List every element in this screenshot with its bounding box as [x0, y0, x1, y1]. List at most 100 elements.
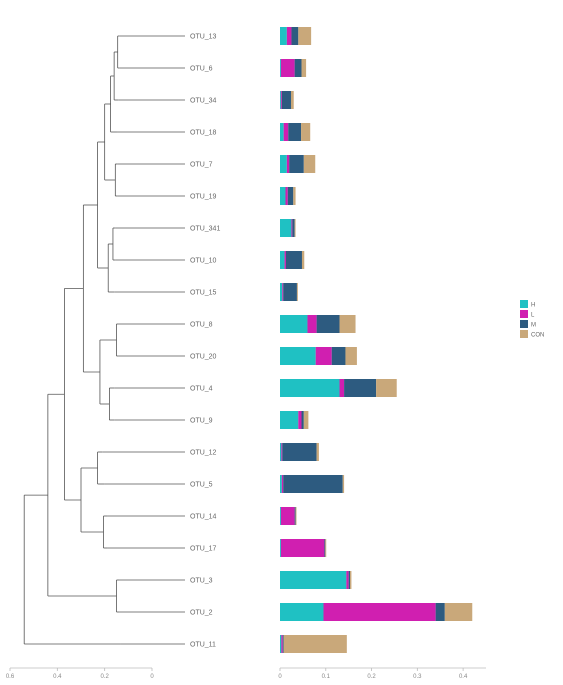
bar-segment-h: [280, 571, 346, 589]
otu-label: OTU_3: [190, 578, 213, 585]
bar-segment-l: [281, 59, 295, 77]
bar-segment-m: [289, 155, 304, 173]
bar-segment-h: [280, 27, 287, 45]
bar-segment-h: [280, 219, 291, 237]
bar-segment-l: [281, 507, 295, 525]
bar-segment-con: [325, 539, 326, 557]
bar-segment-l: [287, 155, 289, 173]
otu-label: OTU_2: [190, 610, 213, 617]
otu-label: OTU_6: [190, 66, 213, 73]
bar-segment-h: [280, 283, 282, 301]
bar-segment-m: [344, 379, 376, 397]
bar-segment-l: [298, 411, 301, 429]
bar-segment-m: [302, 411, 304, 429]
otu-label: OTU_10: [190, 258, 217, 265]
bar-axis-tick-label: 0.3: [413, 674, 422, 680]
legend-swatch: [520, 310, 528, 318]
bar-segment-m: [295, 507, 296, 525]
otu-label: OTU_7: [190, 162, 213, 169]
bar-segment-con: [304, 155, 315, 173]
otu-label: OTU_14: [190, 514, 217, 521]
otu-label: OTU_13: [190, 34, 217, 41]
bar-segment-con: [340, 315, 356, 333]
bar-segment-l: [291, 219, 292, 237]
bar-segment-l: [323, 603, 435, 621]
otu-label: OTU_18: [190, 130, 217, 137]
bar-segment-m: [324, 539, 325, 557]
bar-segment-h: [280, 187, 285, 205]
bar-segment-h: [280, 475, 282, 493]
bar-segment-h: [280, 379, 340, 397]
bar-segment-l: [285, 187, 287, 205]
bar-segment-m: [283, 635, 284, 653]
bar-segment-m: [282, 443, 316, 461]
bar-segment-l: [281, 539, 324, 557]
bar-segment-con: [295, 219, 296, 237]
otu-label: OTU_5: [190, 482, 213, 489]
legend: HLMCON: [520, 300, 544, 339]
otu-label: OTU_12: [190, 450, 217, 457]
bar-segment-m: [288, 187, 293, 205]
bar-axis-tick-label: 0.2: [367, 674, 376, 680]
bar-segment-h: [280, 155, 287, 173]
tree-axis-tick-label: 0: [150, 674, 154, 680]
bar-segment-h: [280, 507, 281, 525]
bar-segment-m: [291, 27, 298, 45]
otu-label: OTU_9: [190, 418, 213, 425]
legend-swatch: [520, 320, 528, 328]
tree-axis-tick-label: 0.2: [100, 674, 109, 680]
bar-segment-con: [284, 635, 347, 653]
otu-label: OTU_341: [190, 226, 220, 233]
bar-segment-l: [285, 251, 286, 269]
otu-label: OTU_11: [190, 642, 216, 649]
bar-segment-con: [293, 187, 295, 205]
bar-segment-h: [280, 251, 285, 269]
legend-label: M: [531, 323, 536, 329]
bar-segment-con: [298, 27, 311, 45]
bar-segment-h: [280, 443, 281, 461]
bar-segment-con: [296, 507, 297, 525]
bar-axis-tick-label: 0.4: [459, 674, 468, 680]
bar-segment-h: [280, 347, 316, 365]
bar-segment-con: [317, 443, 319, 461]
bar-segment-con: [376, 379, 397, 397]
bar-segment-con: [350, 571, 351, 589]
bar-segment-h: [280, 315, 307, 333]
bar-segment-l: [316, 347, 332, 365]
legend-label: H: [531, 303, 535, 309]
phylo-bar-chart: OTU_13OTU_6OTU_34OTU_18OTU_7OTU_19OTU_34…: [0, 0, 563, 685]
legend-swatch: [520, 330, 528, 338]
bar-segment-con: [301, 123, 310, 141]
bar-segment-m: [283, 475, 343, 493]
bar-segment-h: [280, 91, 281, 109]
bar-segment-l: [282, 475, 283, 493]
bar-segment-l: [281, 443, 282, 461]
tree-axis-tick-label: 0.6: [6, 674, 15, 680]
bar-segment-m: [317, 315, 340, 333]
bar-segment-con: [445, 603, 472, 621]
bar-segment-m: [292, 219, 294, 237]
bar-segment-l: [340, 379, 345, 397]
bar-segment-h: [280, 123, 284, 141]
bar-segment-con: [291, 91, 294, 109]
bar-segment-l: [284, 123, 289, 141]
bar-segment-l: [282, 283, 283, 301]
bar-axis-tick-label: 0: [278, 674, 282, 680]
bar-segment-m: [283, 283, 297, 301]
otu-label: OTU_19: [190, 194, 217, 201]
bar-segment-l: [281, 635, 282, 653]
bar-segment-m: [295, 59, 302, 77]
bar-segment-l: [346, 571, 348, 589]
bar-segment-m: [436, 603, 445, 621]
bar-segment-con: [297, 283, 298, 301]
bar-segment-con: [304, 411, 309, 429]
bar-segment-l: [287, 27, 292, 45]
bar-segment-h: [280, 635, 281, 653]
bar-segment-m: [332, 347, 346, 365]
bar-segment-h: [280, 603, 323, 621]
bar-segment-h: [280, 411, 298, 429]
bar-segment-l: [307, 315, 316, 333]
dendrogram: OTU_13OTU_6OTU_34OTU_18OTU_7OTU_19OTU_34…: [6, 34, 221, 681]
otu-label: OTU_20: [190, 354, 217, 361]
bar-segment-m: [349, 571, 350, 589]
